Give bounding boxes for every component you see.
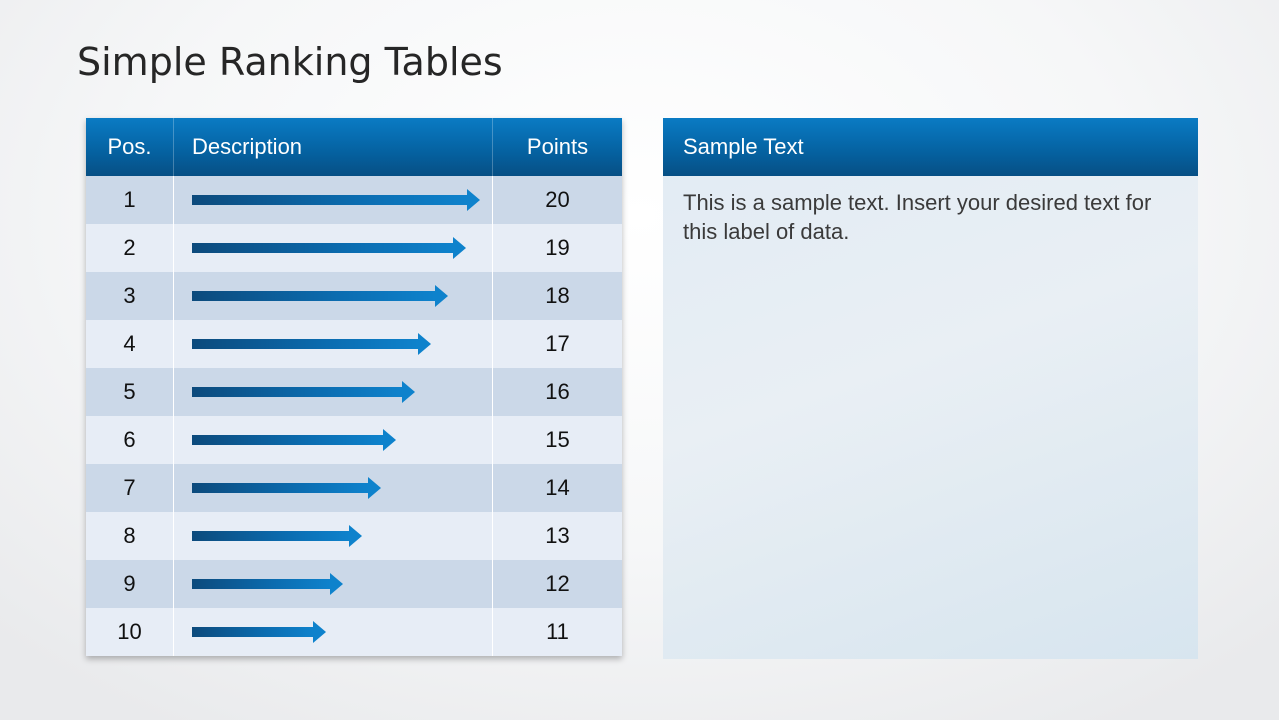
row-position: 2 xyxy=(86,224,174,272)
row-position: 8 xyxy=(86,512,174,560)
row-points: 11 xyxy=(546,619,569,644)
row-points: 17 xyxy=(545,331,570,356)
arrow-head xyxy=(435,285,448,307)
row-points: 14 xyxy=(545,475,570,500)
arrow-shaft xyxy=(192,291,435,301)
ranking-arrow-icon xyxy=(192,381,415,403)
slide-title: Simple Ranking Tables xyxy=(77,40,503,84)
header-description: Description xyxy=(174,118,493,176)
arrow-shaft xyxy=(192,195,467,205)
row-position: 9 xyxy=(86,560,174,608)
table-row: 9 12 xyxy=(86,560,622,608)
table-row: 7 14 xyxy=(86,464,622,512)
table-row: 10 11 xyxy=(86,608,622,656)
row-description xyxy=(174,464,493,512)
table-row: 6 15 xyxy=(86,416,622,464)
row-position: 6 xyxy=(86,416,174,464)
arrow-shaft xyxy=(192,243,453,253)
ranking-arrow-icon xyxy=(192,621,326,643)
row-position: 4 xyxy=(86,320,174,368)
row-description xyxy=(174,560,493,608)
row-description xyxy=(174,416,493,464)
arrow-shaft xyxy=(192,435,383,445)
arrow-shaft xyxy=(192,483,368,493)
ranking-arrow-icon xyxy=(192,429,396,451)
ranking-arrow-icon xyxy=(192,237,466,259)
arrow-head xyxy=(349,525,362,547)
row-description xyxy=(174,368,493,416)
row-points: 20 xyxy=(545,187,570,212)
arrow-head xyxy=(368,477,381,499)
table-row: 8 13 xyxy=(86,512,622,560)
row-position: 3 xyxy=(86,272,174,320)
row-description xyxy=(174,272,493,320)
row-position: 5 xyxy=(86,368,174,416)
row-points: 19 xyxy=(545,235,570,260)
table-row: 4 17 xyxy=(86,320,622,368)
table-row: 2 19 xyxy=(86,224,622,272)
arrow-head xyxy=(453,237,466,259)
ranking-arrow-icon xyxy=(192,285,448,307)
row-description xyxy=(174,176,493,224)
ranking-arrow-icon xyxy=(192,333,431,355)
row-position: 7 xyxy=(86,464,174,512)
row-points: 12 xyxy=(545,571,570,596)
table-row: 5 16 xyxy=(86,368,622,416)
arrow-head xyxy=(402,381,415,403)
ranking-arrow-icon xyxy=(192,189,480,211)
row-description xyxy=(174,608,493,656)
arrow-head xyxy=(330,573,343,595)
table-row: 1 20 xyxy=(86,176,622,224)
row-description xyxy=(174,512,493,560)
ranking-arrow-icon xyxy=(192,525,362,547)
table-row: 3 18 xyxy=(86,272,622,320)
arrow-shaft xyxy=(192,531,349,541)
row-points: 13 xyxy=(545,523,570,548)
sample-text-title: Sample Text xyxy=(663,118,1198,176)
ranking-table-body: 1 20 2 19 3 18 4 17 5 16 6 15 7 14 8 13 9 12 10 11 xyxy=(86,176,622,656)
sample-text-body: This is a sample text. Insert your desir… xyxy=(683,190,1152,244)
arrow-head xyxy=(313,621,326,643)
ranking-table: Pos. Description Points 1 20 2 19 3 18 4 17 5 16 6… xyxy=(86,118,622,656)
row-points: 16 xyxy=(545,379,570,404)
row-points: 15 xyxy=(545,427,570,452)
arrow-shaft xyxy=(192,579,330,589)
ranking-arrow-icon xyxy=(192,573,343,595)
row-description xyxy=(174,320,493,368)
arrow-head xyxy=(383,429,396,451)
arrow-shaft xyxy=(192,627,313,637)
row-points: 18 xyxy=(545,283,570,308)
row-position: 10 xyxy=(86,608,174,656)
header-position: Pos. xyxy=(86,118,174,176)
header-points: Points xyxy=(526,134,589,159)
sample-text-panel: Sample Text This is a sample text. Inser… xyxy=(663,118,1198,659)
arrow-shaft xyxy=(192,339,418,349)
row-description xyxy=(174,224,493,272)
ranking-table-header: Pos. Description Points xyxy=(86,118,622,176)
row-position: 1 xyxy=(86,176,174,224)
arrow-shaft xyxy=(192,387,402,397)
arrow-head xyxy=(418,333,431,355)
arrow-head xyxy=(467,189,480,211)
ranking-arrow-icon xyxy=(192,477,381,499)
